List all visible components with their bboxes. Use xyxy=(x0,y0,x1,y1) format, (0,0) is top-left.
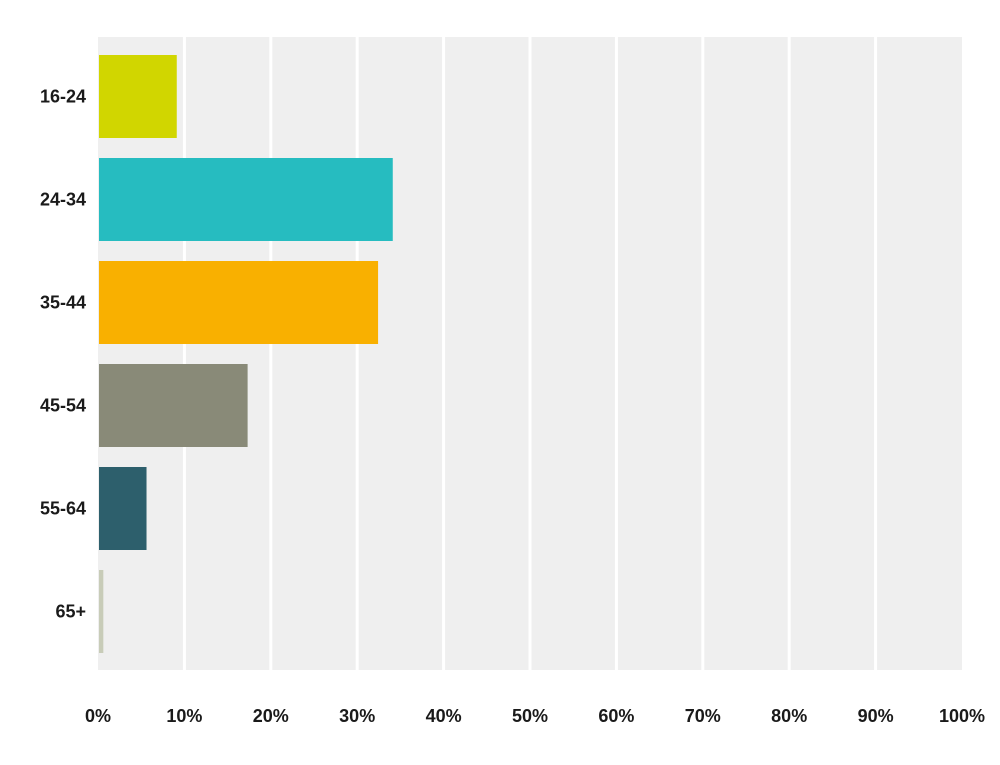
category-label: 55-64 xyxy=(40,499,86,519)
x-tick-label: 70% xyxy=(685,706,721,726)
x-axis-ticks: 0% 10% 20% 30% 40% 50% 60% 70% 80% 90% 100% xyxy=(85,706,985,726)
bar-16-24 xyxy=(99,55,177,138)
grid-lines xyxy=(182,37,878,670)
x-tick-label: 100% xyxy=(939,706,985,726)
x-tick-label: 60% xyxy=(598,706,634,726)
x-tick-label: 50% xyxy=(512,706,548,726)
category-label: 16-24 xyxy=(40,87,86,107)
x-tick-label: 0% xyxy=(85,706,111,726)
category-label: 65+ xyxy=(55,602,86,622)
x-tick-label: 30% xyxy=(339,706,375,726)
bar-24-34 xyxy=(99,158,393,241)
bar-35-44 xyxy=(99,261,379,344)
bar-65+ xyxy=(99,570,104,653)
x-tick-label: 80% xyxy=(771,706,807,726)
bar-45-54 xyxy=(99,364,248,447)
category-labels: 16-24 24-34 35-44 45-54 55-64 65+ xyxy=(40,87,86,622)
x-tick-label: 10% xyxy=(166,706,202,726)
x-tick-label: 20% xyxy=(253,706,289,726)
category-label: 24-34 xyxy=(40,190,86,210)
bar-55-64 xyxy=(99,467,147,550)
x-tick-label: 40% xyxy=(426,706,462,726)
category-label: 45-54 xyxy=(40,396,86,416)
category-label: 35-44 xyxy=(40,293,86,313)
x-tick-label: 90% xyxy=(858,706,894,726)
bars xyxy=(99,55,393,653)
